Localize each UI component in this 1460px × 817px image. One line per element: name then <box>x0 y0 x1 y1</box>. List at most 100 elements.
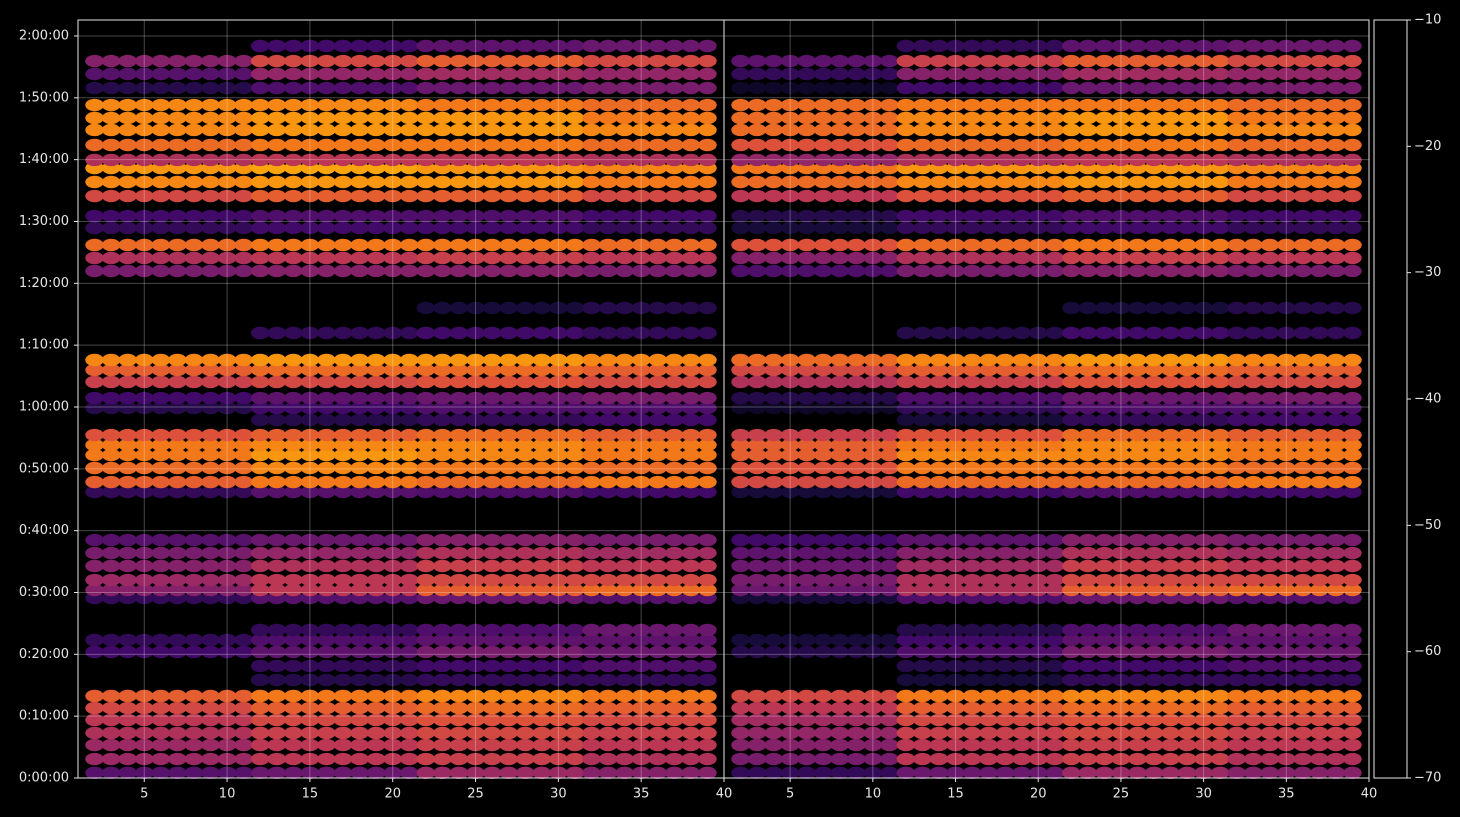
dot <box>962 209 982 223</box>
dot <box>1326 353 1346 367</box>
dot <box>284 623 303 637</box>
dot <box>284 428 303 442</box>
dot <box>929 209 949 223</box>
dot <box>565 485 585 499</box>
dot <box>1194 689 1213 703</box>
dot <box>1161 533 1180 547</box>
dot <box>85 428 104 442</box>
dot <box>582 363 601 377</box>
dot <box>896 448 916 462</box>
dot <box>366 353 386 367</box>
dot <box>1210 264 1230 278</box>
dot <box>134 353 154 367</box>
dot <box>1293 533 1313 547</box>
dot <box>847 485 866 499</box>
dot <box>1210 413 1230 427</box>
dot <box>1045 363 1065 377</box>
dot <box>615 301 634 315</box>
dot <box>85 573 104 587</box>
dot <box>979 428 998 442</box>
dot <box>764 153 783 167</box>
dot <box>466 401 485 415</box>
dot <box>366 766 386 780</box>
dot <box>764 189 783 203</box>
dot <box>631 251 651 265</box>
dot <box>250 573 270 587</box>
dot <box>466 726 485 740</box>
dot <box>1227 301 1246 315</box>
dot <box>747 375 767 389</box>
dot <box>648 264 668 278</box>
dot <box>549 559 568 573</box>
dot <box>797 123 816 137</box>
dot <box>731 175 750 189</box>
dot <box>1260 448 1280 462</box>
dot <box>747 81 767 95</box>
dot <box>1144 98 1164 112</box>
dot <box>549 209 568 223</box>
dot <box>1028 209 1048 223</box>
y-tick-label: 1:00:00 <box>19 399 69 414</box>
dot <box>1260 752 1280 766</box>
dot <box>515 438 535 452</box>
dot <box>1161 301 1180 315</box>
dot <box>598 326 618 340</box>
dot <box>416 448 436 462</box>
dot <box>1326 413 1346 427</box>
dot <box>300 251 320 265</box>
dot <box>350 673 369 687</box>
dot <box>780 573 800 587</box>
dot <box>979 752 998 766</box>
dot <box>201 401 220 415</box>
dot <box>979 375 998 389</box>
dot <box>880 428 899 442</box>
dot <box>1177 353 1197 367</box>
dot <box>1128 264 1147 278</box>
dot <box>234 221 253 235</box>
dot <box>267 701 287 715</box>
dot <box>449 738 469 752</box>
dot <box>151 485 171 499</box>
dot <box>962 475 982 489</box>
dot <box>1045 353 1065 367</box>
dot <box>946 533 965 547</box>
dot <box>134 766 154 780</box>
dot <box>1343 689 1362 703</box>
dot <box>1277 81 1296 95</box>
dot <box>400 209 419 223</box>
dot <box>813 533 833 547</box>
dot <box>1028 391 1048 405</box>
dot <box>631 54 651 68</box>
dot <box>681 438 701 452</box>
dot <box>615 726 634 740</box>
dot <box>482 438 502 452</box>
dot <box>631 123 651 137</box>
dot <box>515 81 535 95</box>
dot <box>615 54 634 68</box>
dot <box>880 353 899 367</box>
dot <box>913 583 932 597</box>
dot <box>466 766 485 780</box>
dot <box>747 573 767 587</box>
dot <box>1128 752 1147 766</box>
dot <box>532 766 552 780</box>
dot <box>631 138 651 152</box>
dot <box>648 375 668 389</box>
dot <box>85 238 104 252</box>
dot <box>880 713 899 727</box>
dot <box>1277 689 1296 703</box>
dot <box>1095 326 1114 340</box>
dot <box>1194 363 1213 377</box>
dot <box>1227 98 1246 112</box>
dot <box>1095 766 1114 780</box>
dot <box>1177 659 1197 673</box>
dot <box>681 209 701 223</box>
dot <box>184 98 204 112</box>
dot <box>731 713 750 727</box>
dot <box>433 175 452 189</box>
dot <box>1260 659 1280 673</box>
dot <box>449 485 469 499</box>
dot <box>929 448 949 462</box>
dot <box>1095 448 1114 462</box>
dot <box>400 238 419 252</box>
